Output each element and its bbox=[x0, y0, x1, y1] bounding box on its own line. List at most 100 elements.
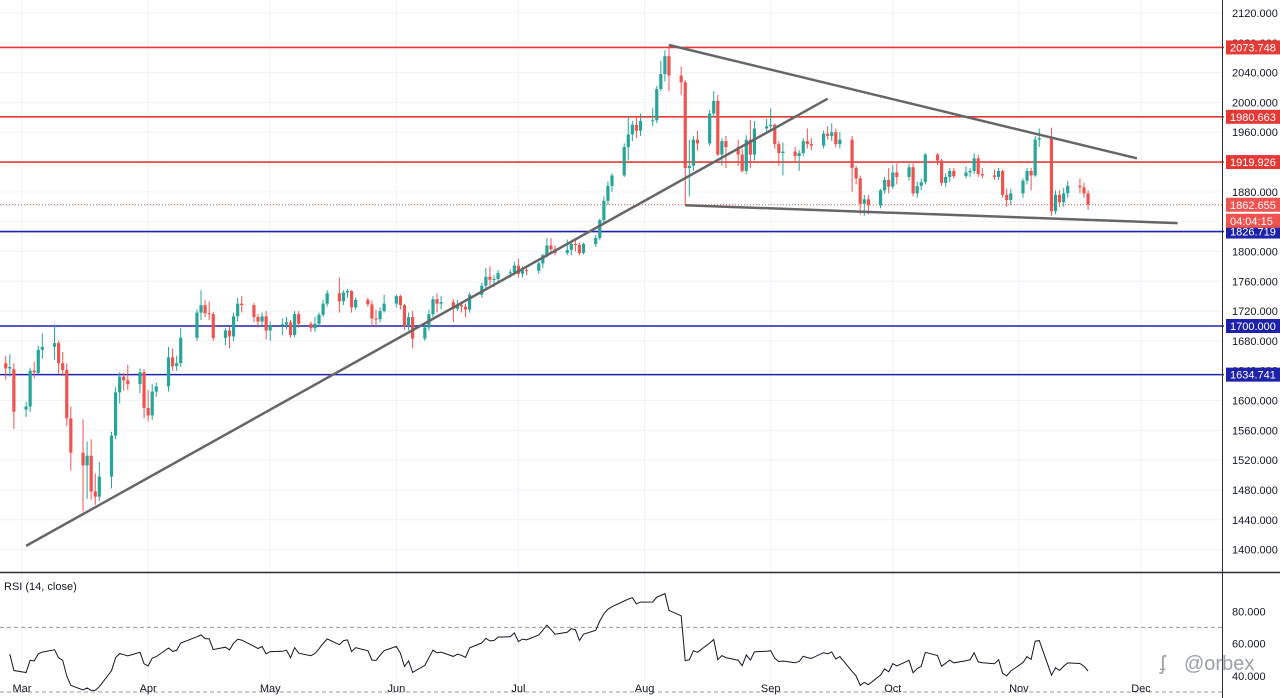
candle bbox=[838, 132, 842, 149]
price-tick-label: 1520.000 bbox=[1232, 455, 1278, 467]
candle bbox=[227, 326, 232, 349]
time-tick-label: Jul bbox=[511, 683, 525, 695]
price-badge bbox=[1226, 40, 1280, 55]
candle bbox=[569, 242, 573, 256]
candle bbox=[378, 307, 382, 323]
candle bbox=[948, 167, 952, 183]
price-badge-label: 1980.663 bbox=[1230, 112, 1276, 124]
candle bbox=[797, 150, 801, 171]
candle bbox=[964, 166, 968, 179]
candle bbox=[1053, 190, 1058, 215]
candle bbox=[138, 368, 142, 394]
candle bbox=[793, 147, 797, 163]
time-tick-label: May bbox=[260, 683, 281, 695]
candle bbox=[655, 85, 659, 124]
candle bbox=[996, 167, 1001, 180]
rsi-tick-label: 60.000 bbox=[1232, 639, 1266, 651]
candle bbox=[537, 261, 541, 274]
candle bbox=[1062, 188, 1066, 207]
candle bbox=[883, 176, 887, 194]
candle bbox=[712, 91, 716, 118]
price-badge-label: 04:04:15 bbox=[1230, 216, 1273, 228]
candle bbox=[199, 290, 203, 321]
candle bbox=[4, 355, 8, 380]
candle bbox=[748, 120, 752, 168]
candle bbox=[549, 238, 553, 253]
candle bbox=[1066, 180, 1070, 198]
price-badge-label: 2073.748 bbox=[1230, 42, 1276, 54]
candle bbox=[284, 317, 289, 330]
candle bbox=[895, 163, 899, 185]
candle bbox=[777, 141, 781, 166]
candle bbox=[801, 138, 805, 157]
candle bbox=[61, 352, 65, 376]
candle bbox=[1021, 178, 1025, 198]
price-badge bbox=[1226, 224, 1280, 239]
candle bbox=[313, 317, 317, 332]
candle bbox=[854, 165, 858, 185]
candle bbox=[809, 138, 813, 151]
rsi-line bbox=[9, 592, 1089, 691]
candle bbox=[89, 439, 93, 500]
price-tick-label: 1440.000 bbox=[1232, 515, 1278, 527]
candle bbox=[716, 94, 720, 157]
candle bbox=[594, 235, 598, 247]
candle bbox=[439, 296, 443, 310]
candle bbox=[1037, 128, 1041, 148]
candle bbox=[341, 290, 346, 306]
candle bbox=[431, 296, 435, 318]
candle bbox=[402, 303, 407, 330]
price-tick-label: 1400.000 bbox=[1232, 545, 1278, 557]
price-badges: 2073.748 1980.663 1919.926 1826.719 1700.000… bbox=[1226, 40, 1280, 382]
watermark-logo-icon: ʄ bbox=[1159, 653, 1167, 675]
price-badge bbox=[1226, 318, 1280, 333]
candle bbox=[976, 154, 980, 177]
candle bbox=[435, 293, 439, 313]
candle bbox=[630, 121, 634, 142]
candle bbox=[1049, 127, 1054, 216]
candle bbox=[175, 355, 179, 371]
candle bbox=[891, 165, 895, 189]
candle bbox=[915, 181, 919, 198]
candle bbox=[736, 139, 740, 166]
candles bbox=[4, 45, 1090, 512]
candle bbox=[919, 178, 923, 191]
candle bbox=[577, 242, 582, 256]
candle bbox=[651, 108, 655, 127]
candle bbox=[992, 169, 997, 180]
candle bbox=[268, 321, 272, 341]
candle bbox=[349, 290, 354, 313]
candle bbox=[634, 115, 639, 139]
candle bbox=[236, 297, 240, 322]
price-tick-label: 1560.000 bbox=[1232, 425, 1278, 437]
time-tick-label: Jun bbox=[387, 683, 405, 695]
candle bbox=[1082, 182, 1086, 198]
price-tick-label: 1720.000 bbox=[1232, 306, 1278, 318]
candle bbox=[744, 135, 748, 174]
candle bbox=[1001, 169, 1005, 198]
candle bbox=[968, 167, 972, 177]
candle bbox=[366, 297, 370, 307]
price-tick-label: 1480.000 bbox=[1232, 485, 1278, 497]
candle bbox=[935, 153, 940, 166]
candle bbox=[911, 163, 915, 197]
rsi-pane: RSI (14, close) bbox=[0, 581, 1222, 693]
rsi-title: RSI (14, close) bbox=[4, 581, 77, 593]
candle bbox=[541, 253, 545, 268]
price-badge-label: 1700.000 bbox=[1230, 321, 1276, 333]
trendlines bbox=[25, 43, 1178, 547]
candle bbox=[28, 367, 32, 412]
candle bbox=[260, 312, 264, 326]
candle bbox=[40, 333, 44, 359]
price-tick-label: 1680.000 bbox=[1232, 336, 1278, 348]
candle bbox=[8, 354, 12, 377]
watermark: ʄ @orbex bbox=[1159, 653, 1254, 675]
candle bbox=[638, 113, 643, 136]
watermark-text: @orbex bbox=[1184, 653, 1254, 675]
candle bbox=[467, 292, 472, 313]
candle bbox=[484, 267, 488, 289]
candle bbox=[1005, 188, 1009, 207]
candle bbox=[850, 135, 854, 192]
candle bbox=[834, 128, 838, 148]
trendline bbox=[25, 97, 829, 547]
